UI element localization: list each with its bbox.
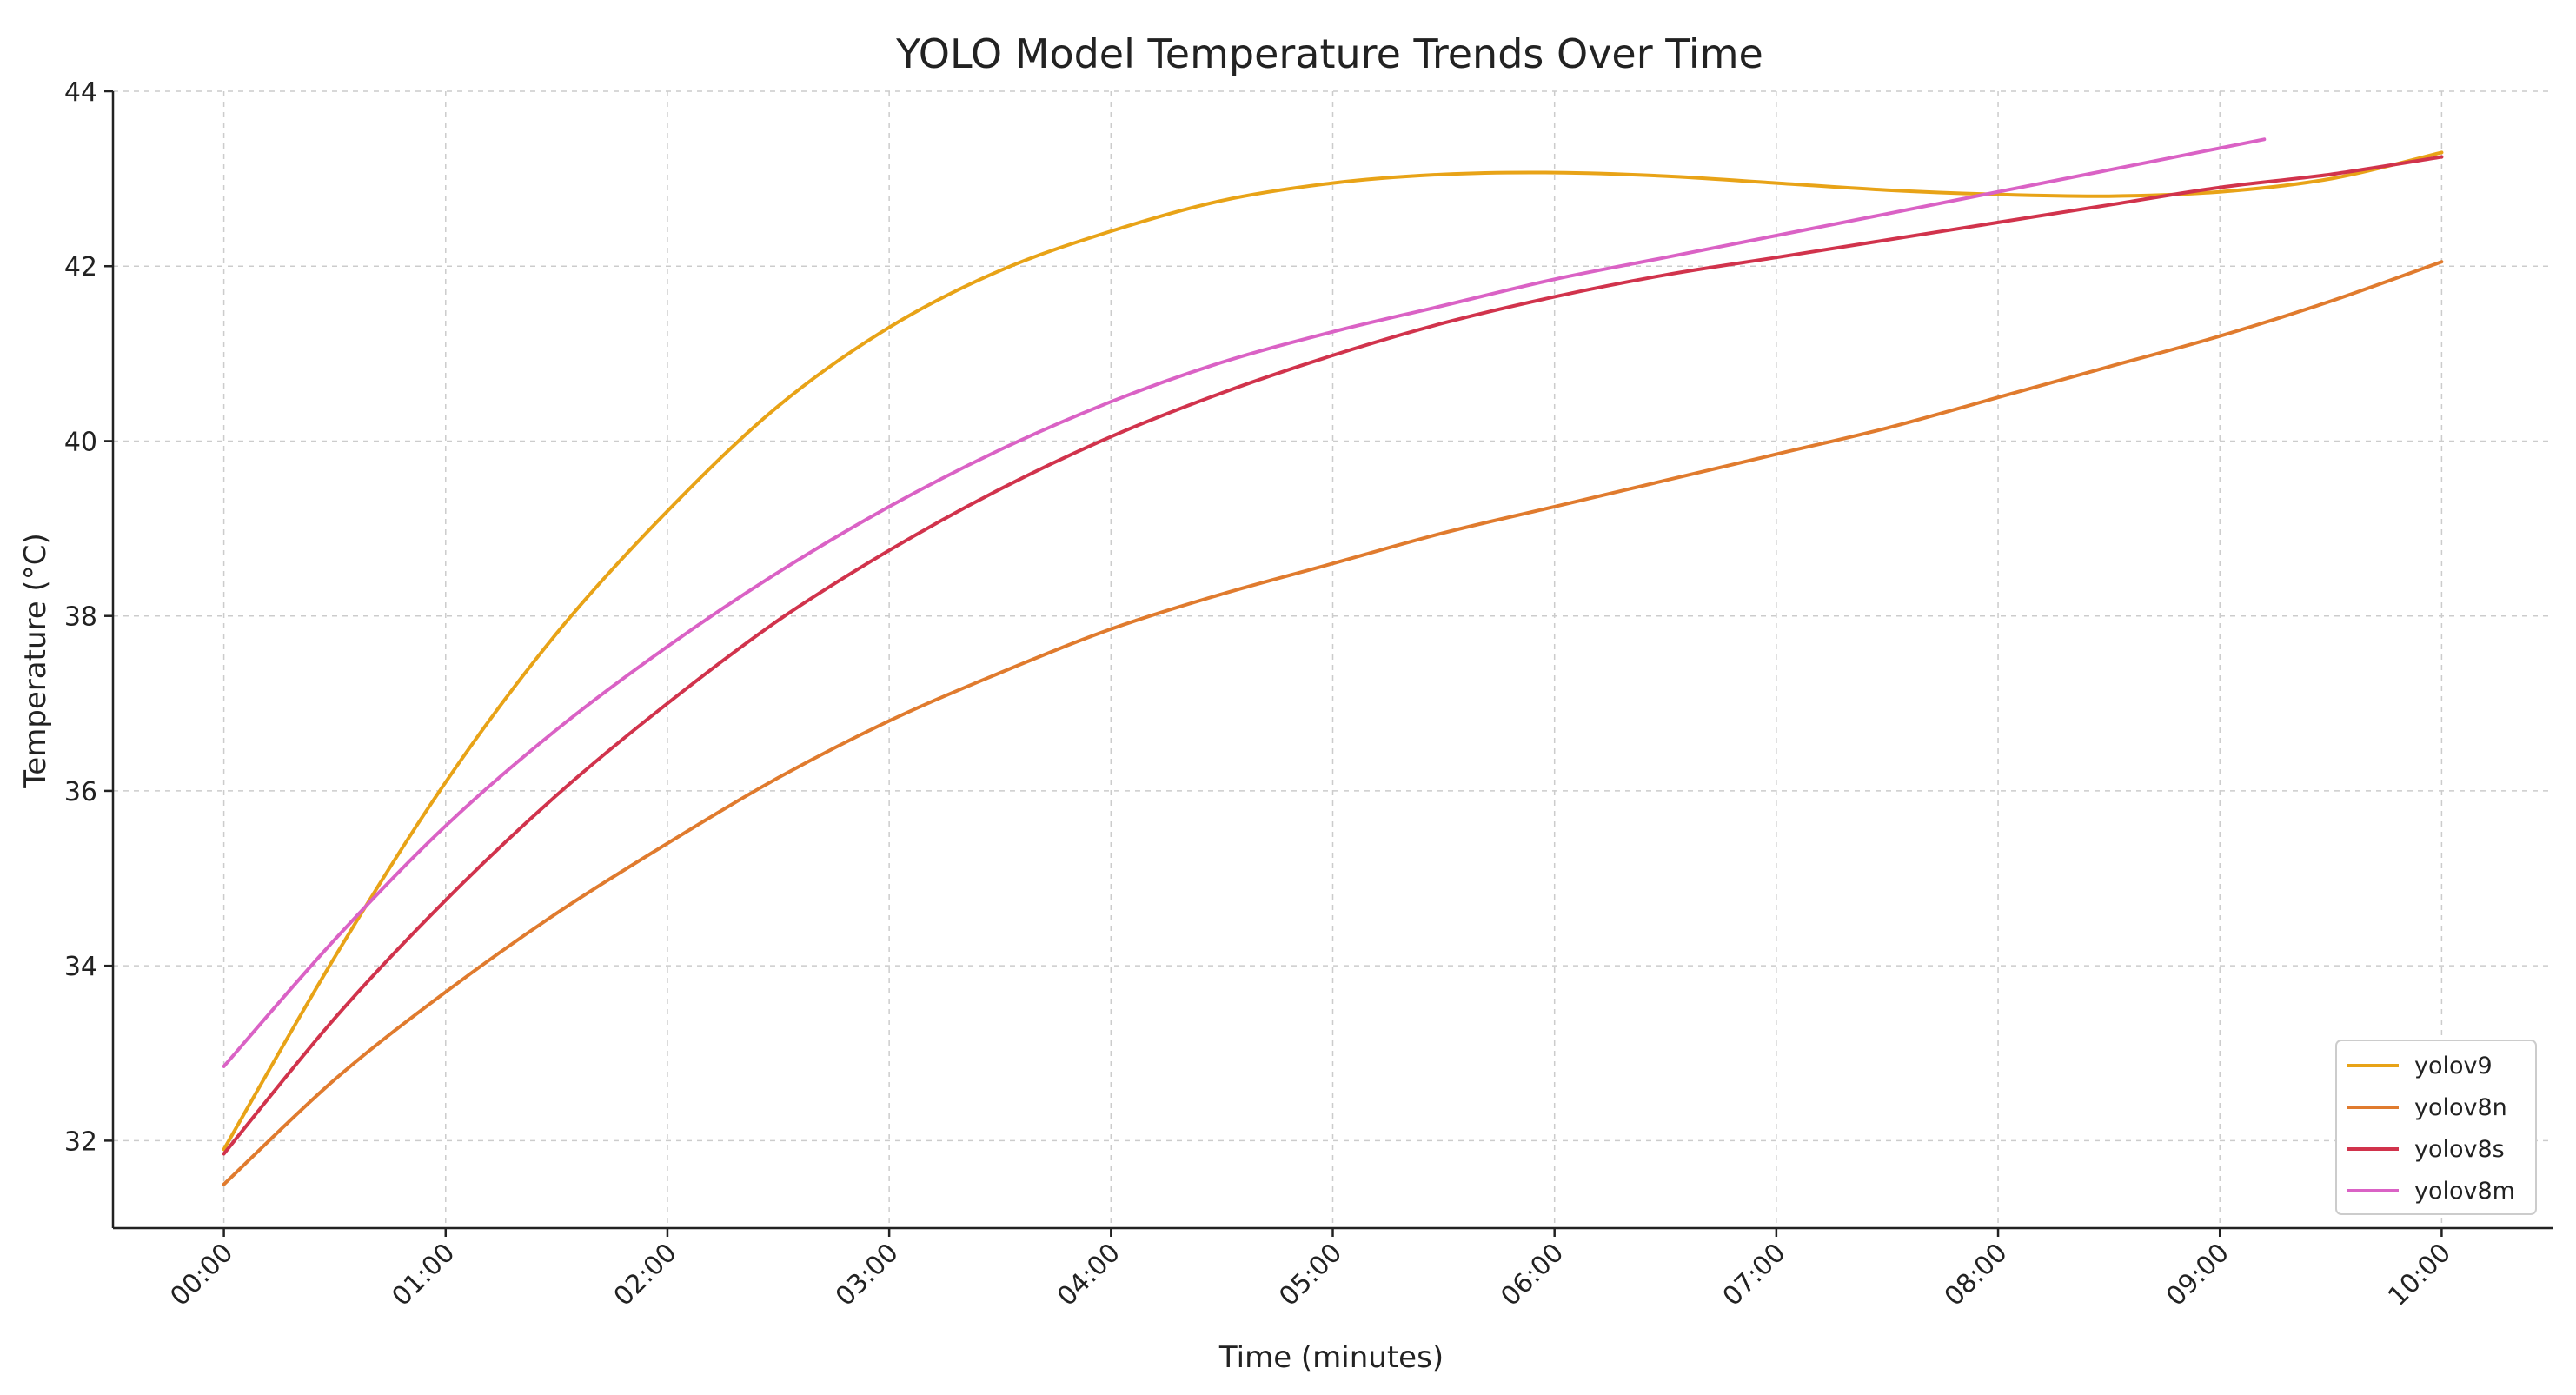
series-layer (222, 137, 2444, 1186)
series-line-yolov9 (222, 150, 2444, 1152)
series-line-yolov8m (222, 137, 2267, 1068)
chart-title: YOLO Model Temperature Trends Over Time (895, 30, 1763, 77)
y-tick-label: 32 (64, 1126, 97, 1157)
legend-label-yolov9: yolov9 (2414, 1053, 2493, 1079)
y-tick-label: 40 (64, 427, 97, 457)
legend-label-yolov8s: yolov8s (2414, 1136, 2505, 1163)
y-tick-label: 44 (64, 77, 97, 108)
y-tick-label: 34 (64, 952, 97, 982)
legend-label-yolov8m: yolov8m (2414, 1178, 2515, 1205)
series-line-yolov8s (222, 155, 2444, 1156)
y-tick-layer: 32 34 36 38 40 42 44 (64, 77, 113, 1157)
y-tick-label: 38 (64, 602, 97, 633)
legend-box (2335, 1040, 2537, 1215)
series-line-yolov8n (222, 260, 2444, 1186)
y-tick-label: 42 (64, 252, 97, 282)
legend: yolov9 yolov8n yolov8s yolov8m (2335, 1040, 2537, 1215)
y-axis-title: Temperature (°C) (18, 533, 53, 788)
x-axis-title: Time (minutes) (1218, 1340, 1444, 1375)
y-tick-label: 36 (64, 777, 97, 807)
legend-items: yolov9 yolov8n yolov8s yolov8m (2347, 1053, 2515, 1205)
legend-label-yolov8n: yolov8n (2414, 1094, 2507, 1121)
